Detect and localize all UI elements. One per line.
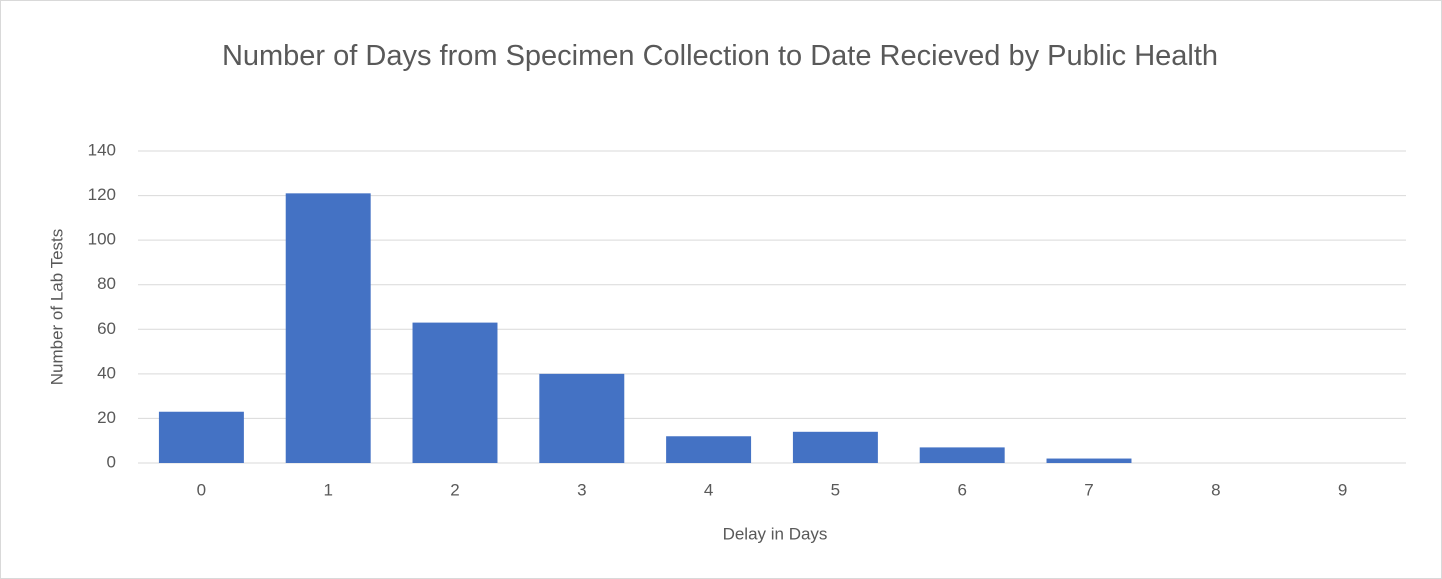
x-tick-label: 6	[957, 480, 966, 499]
x-tick-label: 8	[1211, 480, 1220, 499]
y-tick-label: 80	[97, 274, 116, 293]
x-tick-label: 2	[450, 480, 459, 499]
x-tick-label: 1	[323, 480, 332, 499]
y-tick-label: 60	[97, 319, 116, 338]
bar	[792, 431, 878, 463]
y-axis-label: Number of Lab Tests	[47, 229, 66, 386]
y-tick-label: 40	[97, 363, 116, 382]
bar	[666, 436, 752, 463]
y-tick-label: 100	[88, 230, 116, 249]
bar	[158, 411, 244, 463]
chart-title: Number of Days from Specimen Collection …	[221, 40, 1219, 72]
y-tick-label: 120	[88, 185, 116, 204]
x-tick-label: 7	[1084, 480, 1093, 499]
x-tick-label: 3	[577, 480, 586, 499]
x-axis-label: Delay in Days	[723, 524, 828, 543]
y-tick-label: 140	[88, 140, 116, 159]
bar	[539, 373, 625, 463]
x-tick-label: 5	[831, 480, 840, 499]
x-tick-label: 4	[704, 480, 713, 499]
y-tick-label: 0	[107, 452, 116, 471]
bar	[1046, 458, 1132, 463]
y-tick-label: 20	[97, 408, 116, 427]
bar	[919, 447, 1005, 463]
bar	[412, 322, 498, 463]
x-tick-label: 0	[197, 480, 206, 499]
x-tick-label: 9	[1338, 480, 1347, 499]
bar	[285, 193, 371, 464]
